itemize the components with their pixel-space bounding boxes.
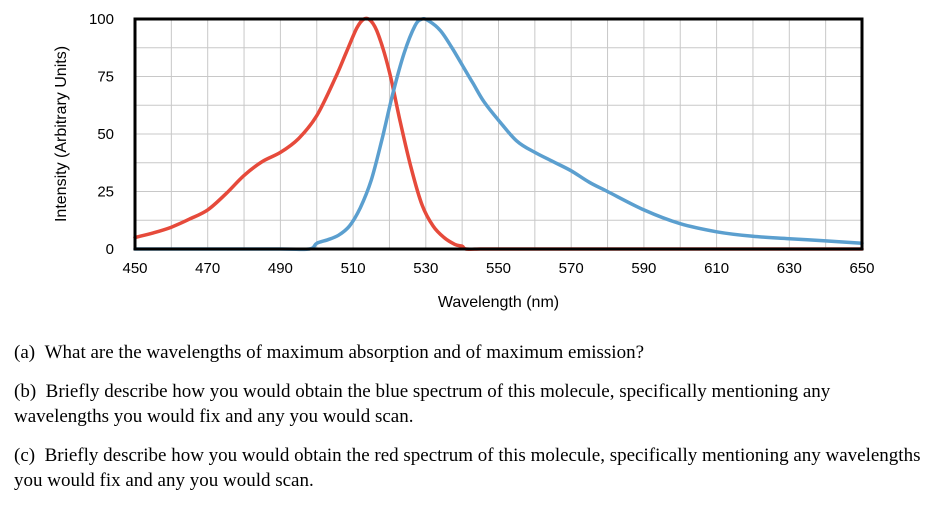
y-tick-label: 25 — [97, 184, 114, 201]
x-tick-label: 530 — [413, 260, 438, 277]
spectrum-chart: 450 470 490 510 530 550 570 590 610 630 650 0 25 50 7… — [53, 11, 875, 311]
x-tick-label: 630 — [777, 260, 802, 277]
y-tick-labels: 0 25 50 75 100 — [89, 11, 114, 258]
x-tick-label: 570 — [559, 260, 584, 277]
x-axis-title: Wavelength (nm) — [438, 294, 559, 311]
x-tick-label: 650 — [849, 260, 874, 277]
x-tick-label: 470 — [195, 260, 220, 277]
x-tick-label: 610 — [704, 260, 729, 277]
y-tick-label: 0 — [106, 241, 114, 258]
y-tick-label: 75 — [97, 69, 114, 86]
blue-spectrum-line — [133, 17, 864, 252]
question-b: (b) Briefly describe how you would obtai… — [14, 381, 831, 427]
plot-frame — [133, 17, 864, 251]
y-axis-title: Intensity (Arbitrary Units) — [53, 46, 70, 222]
x-tick-label: 590 — [631, 260, 656, 277]
x-tick-label: 510 — [341, 260, 366, 277]
grid-lines — [134, 18, 863, 250]
question-c: (c) Briefly describe how you would obtai… — [14, 445, 921, 491]
question-list: (a) What are the wavelengths of maximum … — [14, 340, 924, 507]
y-tick-label: 50 — [97, 126, 114, 143]
x-tick-labels: 450 470 490 510 530 550 570 590 610 630 650 — [122, 260, 874, 277]
x-tick-label: 490 — [268, 260, 293, 277]
y-tick-label: 100 — [89, 11, 114, 28]
x-tick-label: 450 — [122, 260, 147, 277]
x-tick-label: 550 — [486, 260, 511, 277]
question-a: (a) What are the wavelengths of maximum … — [14, 342, 644, 363]
